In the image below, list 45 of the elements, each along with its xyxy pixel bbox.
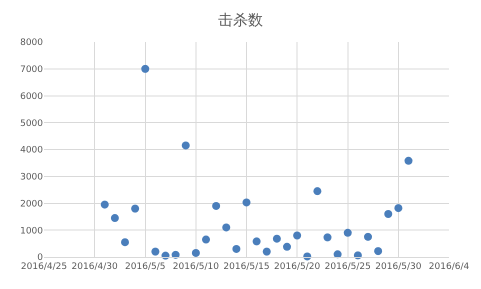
point [151, 248, 160, 256]
point [324, 233, 332, 242]
y-tick-label: 4000 [20, 146, 44, 156]
point [242, 198, 250, 206]
x-tick-label: 2016/4/25 [20, 262, 68, 272]
point [141, 64, 150, 73]
point [202, 236, 210, 244]
y-tick-label: 8000 [20, 38, 44, 48]
y-tick-label: 7000 [20, 65, 44, 76]
y-tick-label: 6000 [20, 92, 44, 102]
y-tick-label: 3000 [20, 172, 44, 183]
point [131, 204, 140, 213]
point [262, 248, 271, 256]
y-tick-label: 5000 [20, 118, 44, 129]
point [222, 223, 230, 232]
x-tick-label: 2016/5/20 [274, 262, 320, 272]
x-tick-label: 2016/5/30 [375, 262, 422, 272]
point [192, 248, 200, 257]
y-tick-label: 0 [37, 253, 44, 264]
x-tick-label: 2016/4/30 [72, 262, 118, 272]
x-tick-label: 2016/6/4 [428, 262, 470, 272]
point [344, 228, 352, 237]
y-tick-label: 2000 [20, 199, 44, 210]
point [283, 242, 291, 251]
point [121, 238, 129, 246]
point [364, 232, 372, 241]
x-tick-label: 2016/5/15 [223, 262, 270, 272]
point [182, 141, 190, 150]
point [232, 244, 240, 253]
point [252, 237, 261, 246]
x-tick-label: 2016/5/10 [172, 262, 220, 272]
point [394, 204, 402, 212]
point [374, 247, 382, 256]
point [110, 214, 119, 222]
point [313, 187, 322, 196]
point [212, 202, 220, 210]
point [293, 232, 302, 240]
point [384, 210, 392, 218]
point [100, 200, 109, 209]
x-tick-label: 2016/5/5 [125, 262, 166, 272]
x-tick-label: 2016/5/25 [324, 262, 371, 272]
chart-title: 击杀数 [218, 10, 263, 29]
y-tick-label: 1000 [20, 226, 44, 236]
point [404, 156, 412, 165]
point [272, 234, 281, 243]
